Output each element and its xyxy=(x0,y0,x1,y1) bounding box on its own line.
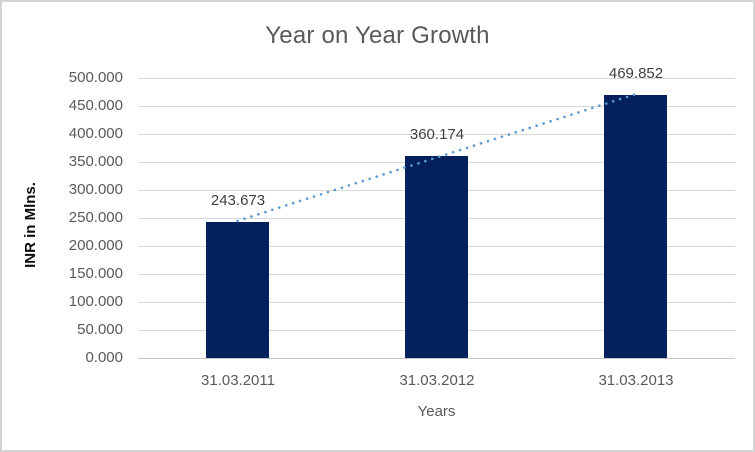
gridline xyxy=(138,78,735,79)
data-label: 243.673 xyxy=(210,192,266,209)
y-axis-tick-label: 250.000 xyxy=(68,209,123,226)
y-axis-tick-label: 0.000 xyxy=(85,349,123,366)
bar-31.03.2012[interactable] xyxy=(405,156,468,358)
y-axis-tick-label: 200.000 xyxy=(68,237,123,254)
chart-title: Year on Year Growth xyxy=(265,22,490,49)
y-axis-tick-label: 400.000 xyxy=(68,125,123,142)
y-axis-tick-label: 150.000 xyxy=(68,265,123,282)
y-axis-tick-label: 500.000 xyxy=(68,69,123,86)
x-axis-tick-label: 31.03.2012 xyxy=(399,372,475,389)
y-axis-tick-label: 300.000 xyxy=(68,181,123,198)
y-axis-tick-label: 100.000 xyxy=(68,293,123,310)
x-axis-tick-label: 31.03.2011 xyxy=(201,372,275,389)
x-axis-line xyxy=(138,358,735,359)
bar-31.03.2011[interactable] xyxy=(206,222,269,358)
data-label: 469.852 xyxy=(608,65,664,82)
y-axis-tick-label: 50.000 xyxy=(77,321,123,338)
y-axis-tick-label: 450.000 xyxy=(68,97,123,114)
y-axis-tick-label: 350.000 xyxy=(68,153,123,170)
x-axis-title: Years xyxy=(417,403,456,420)
x-axis-tick-label: 31.03.2013 xyxy=(598,372,674,389)
bar-31.03.2013[interactable] xyxy=(604,95,667,358)
data-label: 360.174 xyxy=(409,126,465,143)
